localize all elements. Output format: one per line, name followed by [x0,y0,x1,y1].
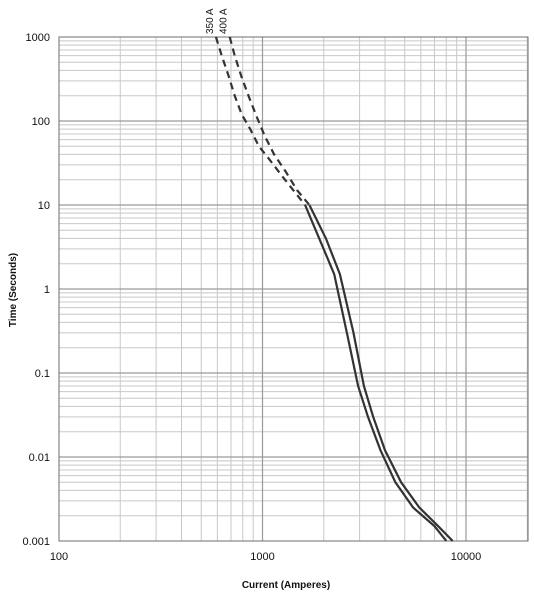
y-tick-label: 1 [44,284,50,296]
curve-label-350a: 350 A [205,8,216,34]
x-tick-labels: 100 1000 10000 [50,551,481,563]
curve-350a-dashed [214,36,306,206]
curve-350a-solid [304,204,448,542]
x-tick-label: 10000 [451,551,482,563]
y-tick-label: 0.001 [22,536,50,548]
plot-frame [58,36,529,542]
y-axis-title: Time (Seconds) [8,253,19,327]
y-tick-label: 10 [38,200,50,212]
y-tick-label: 1000 [26,32,50,44]
curve-labels: 350 A 400 A [205,8,230,34]
x-axis-title: Current (Amperes) [242,580,330,591]
curve-400a-dashed [228,36,311,206]
curve-400a-solid [308,204,454,542]
grid-major [59,37,528,541]
y-tick-label: 100 [32,116,50,128]
curves [214,36,454,542]
curve-label-400a: 400 A [219,8,230,34]
y-tick-label: 0.01 [29,452,50,464]
x-tick-label: 1000 [250,551,274,563]
x-tick-label: 100 [50,551,68,563]
y-tick-label: 0.1 [35,368,50,380]
y-tick-labels: 1000 100 10 1 0.1 0.01 0.001 [22,32,50,548]
